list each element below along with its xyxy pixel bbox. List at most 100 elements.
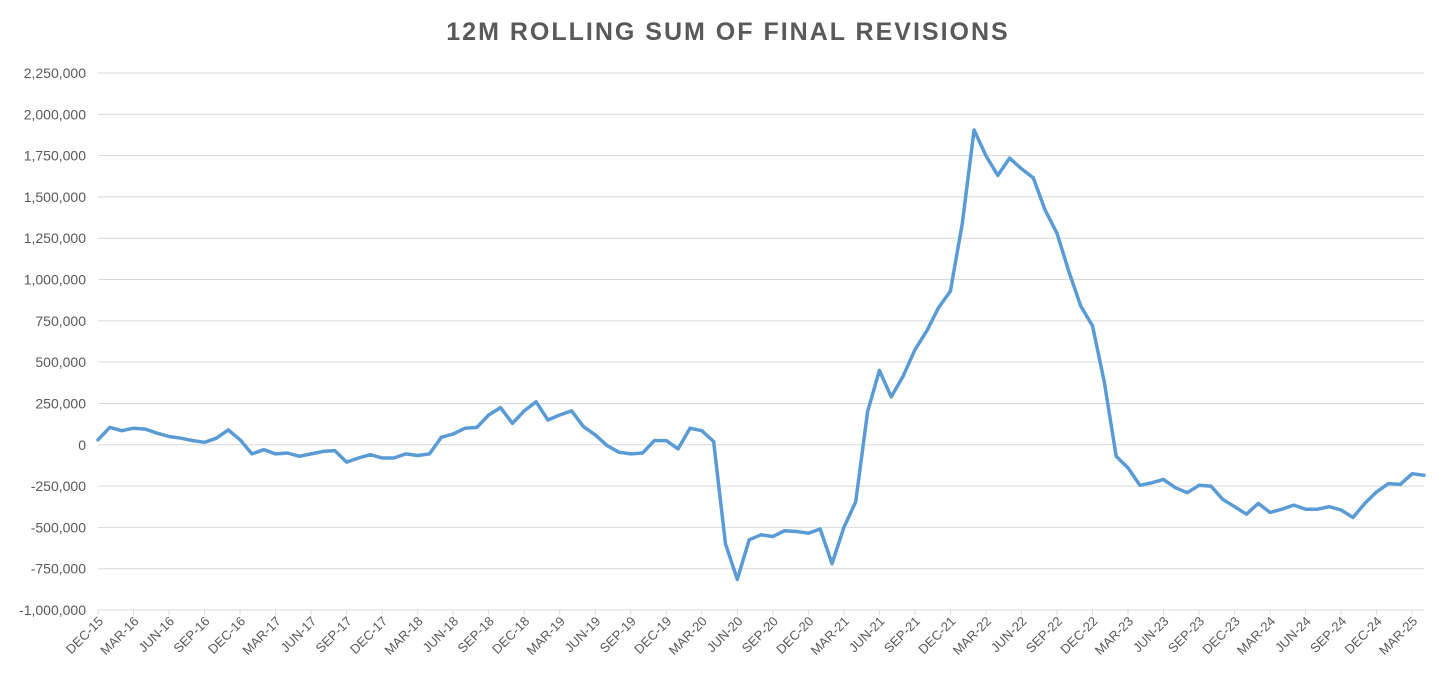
data-point: [1410, 472, 1414, 476]
data-point: [558, 413, 562, 417]
data-point: [806, 531, 810, 535]
data-point: [1244, 512, 1248, 516]
data-point: [1221, 497, 1225, 501]
data-point: [1268, 511, 1272, 514]
x-tick-label: SEP-19: [597, 614, 639, 656]
data-point: [1233, 505, 1237, 509]
data-point: [866, 410, 870, 414]
data-point: [439, 435, 443, 439]
data-point: [652, 439, 656, 443]
data-point: [463, 426, 467, 430]
data-point: [759, 533, 763, 537]
data-point: [522, 409, 526, 413]
y-tick-label: 250,000: [35, 395, 86, 411]
data-point: [641, 451, 645, 455]
data-point: [1256, 501, 1260, 505]
data-point: [451, 432, 455, 436]
data-point: [262, 448, 266, 452]
data-point: [1185, 491, 1189, 495]
data-point: [1020, 167, 1023, 171]
y-tick-label: -250,000: [31, 478, 86, 494]
data-point: [1102, 380, 1106, 384]
y-tick-label: -500,000: [31, 519, 86, 535]
data-point: [925, 329, 929, 333]
y-tick-label: -750,000: [31, 561, 86, 577]
x-tick-label: SEP-23: [1165, 614, 1207, 656]
data-point: [1327, 505, 1331, 509]
data-point: [948, 289, 952, 293]
data-point: [416, 454, 420, 457]
y-tick-label: 1,250,000: [24, 230, 86, 246]
data-point: [1280, 507, 1284, 511]
data-point: [510, 421, 514, 425]
data-point: [345, 460, 349, 464]
data-point: [735, 577, 739, 581]
data-point: [581, 425, 585, 429]
data-point: [617, 450, 621, 454]
x-tick-label: JUN-19: [562, 614, 604, 656]
data-point: [546, 418, 550, 422]
data-point: [984, 154, 988, 158]
data-point: [1375, 490, 1379, 494]
data-point: [700, 429, 704, 433]
x-tick-label: SEP-20: [739, 614, 781, 656]
data-point: [795, 530, 798, 533]
data-point: [380, 456, 384, 460]
data-point: [238, 438, 242, 442]
data-point: [404, 452, 408, 456]
data-point: [972, 128, 976, 132]
data-point: [297, 454, 301, 458]
data-point: [1304, 507, 1308, 511]
x-tick-label: JUN-22: [988, 614, 1030, 656]
data-point: [913, 348, 917, 352]
data-point: [1387, 482, 1390, 486]
data-point: [901, 374, 905, 378]
data-point: [724, 542, 727, 546]
data-point: [842, 525, 846, 529]
data-point: [132, 426, 135, 430]
x-tick-label: SEP-21: [881, 614, 923, 656]
y-tick-label: 750,000: [35, 313, 86, 329]
data-point: [1363, 501, 1367, 505]
data-point: [818, 527, 822, 531]
data-point: [1422, 473, 1426, 477]
x-tick-label: SEP-22: [1023, 614, 1065, 656]
x-tick-label: MAR-23: [1092, 614, 1136, 658]
data-point: [357, 456, 360, 460]
x-tick-label: MAR-24: [1234, 614, 1278, 658]
data-point: [250, 452, 254, 456]
data-point: [96, 438, 100, 442]
data-point: [1209, 484, 1213, 488]
x-tick-label: MAR-17: [239, 614, 283, 658]
y-tick-label: 1,500,000: [24, 189, 86, 205]
data-point: [889, 395, 893, 399]
x-tick-label: MAR-21: [808, 614, 852, 658]
data-point: [1067, 269, 1071, 273]
data-point: [960, 221, 964, 225]
data-point: [475, 425, 479, 429]
data-point: [1138, 483, 1142, 487]
data-point: [499, 406, 502, 410]
x-tick-label: JUN-18: [420, 614, 462, 656]
y-tick-label: -1,000,000: [19, 602, 86, 618]
data-point: [1398, 482, 1402, 486]
data-point: [1031, 176, 1035, 180]
data-point: [1091, 324, 1094, 328]
x-tick-label: JUN-24: [1272, 614, 1314, 656]
data-point: [877, 368, 881, 372]
data-point: [167, 435, 171, 438]
data-point: [676, 447, 680, 451]
data-point: [629, 452, 633, 456]
data-point: [1173, 486, 1177, 490]
data-point: [1339, 508, 1343, 512]
data-point: [285, 451, 289, 455]
y-tick-label: 0: [78, 437, 86, 453]
y-tick-label: 2,250,000: [24, 65, 86, 81]
x-tick-label: MAR-20: [666, 614, 710, 658]
data-point: [1197, 483, 1201, 487]
data-point: [783, 529, 787, 533]
chart-title: 12M ROLLING SUM OF FINAL REVISIONS: [446, 18, 1010, 46]
data-point: [605, 444, 609, 448]
data-point: [1351, 516, 1355, 519]
